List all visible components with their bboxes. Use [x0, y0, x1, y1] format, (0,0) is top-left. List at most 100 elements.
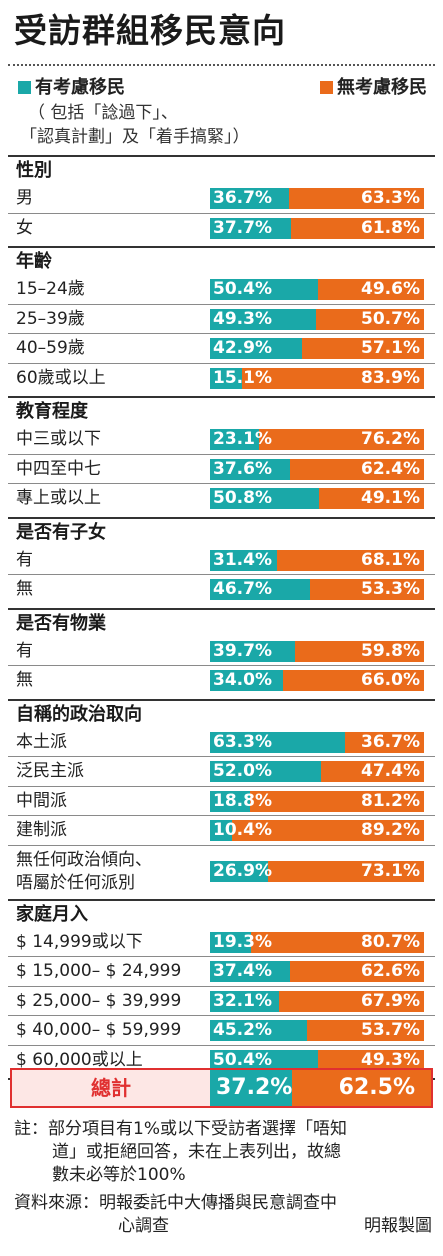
bar-no-segment: [302, 338, 424, 359]
row-label: $ 25,000– $ 39,999: [16, 990, 182, 1011]
chart-title: 受訪群組移民意向: [14, 11, 286, 50]
row-label: 無任何政治傾向、: [16, 849, 152, 870]
bar-yes-segment: [210, 579, 310, 600]
group-title: 年齡: [16, 251, 52, 272]
bar-yes-segment: [210, 931, 251, 953]
value-label-yes: 31.4%: [213, 549, 272, 570]
bar-yes-segment: [210, 820, 232, 841]
total-value-no: 62.5%: [338, 1075, 415, 1100]
total-bar-no-segment: [292, 1070, 431, 1106]
row-label: 有: [16, 549, 33, 570]
legend-swatch-no: [320, 81, 333, 94]
value-label-no: 89.2%: [361, 820, 420, 840]
bar-row: 34.0% 66.0%: [210, 670, 424, 691]
group-divider: [8, 516, 435, 519]
source-line2: 心調查: [118, 1216, 169, 1236]
row-divider: [8, 815, 435, 816]
bar-no-segment: [319, 488, 424, 509]
value-label-yes: 63.3%: [213, 731, 272, 752]
value-label-yes: 37.4%: [213, 961, 272, 981]
value-label-no: 62.4%: [361, 458, 420, 479]
value-label-no: 49.1%: [361, 488, 420, 508]
group-title: 是否有物業: [16, 612, 106, 634]
bar-row: 50.4% 49.3%: [210, 1049, 424, 1071]
bar-yes-segment: [210, 458, 290, 480]
value-label-yes: 36.7%: [213, 188, 272, 208]
row-label-line2: 唔屬於任何派別: [16, 872, 135, 893]
row-label: 中四至中七: [16, 458, 101, 479]
row-divider: [8, 844, 435, 846]
bar-yes-segment: [210, 1020, 307, 1041]
bar-row: 37.7% 61.8%: [210, 217, 424, 239]
graphic-credit: 明報製圖: [364, 1216, 432, 1236]
row-label: 中間派: [16, 790, 67, 811]
group-divider: [8, 396, 435, 398]
row-label: $ 15,000– $ 24,999: [16, 961, 182, 981]
group-title: 性別: [16, 160, 52, 181]
footnote-line2: 道」或拒絕回答，未在上表列出，故總: [52, 1142, 341, 1162]
value-label-no: 63.3%: [361, 188, 420, 208]
row-divider: [8, 985, 435, 987]
legend-swatch-yes: [18, 81, 31, 94]
value-label-yes: 50.8%: [213, 488, 272, 508]
bar-yes-segment: [210, 338, 302, 359]
row-label: 無: [16, 579, 33, 599]
bar-no-segment: [251, 931, 424, 953]
row-divider: [8, 333, 435, 334]
row-label: 男: [16, 188, 33, 208]
bar-row: 50.8% 49.1%: [210, 488, 424, 509]
legend-yes: 有考慮移民: [18, 76, 125, 100]
bar-row: 39.7% 59.8%: [210, 640, 424, 662]
value-label-yes: 45.2%: [213, 1020, 272, 1040]
bar-row: 45.2% 53.7%: [210, 1020, 424, 1041]
total-bar: 37.2% 62.5%: [210, 1070, 431, 1106]
row-label: 15–24歲: [16, 279, 85, 299]
bar-no-segment: [318, 279, 424, 300]
bar-row: 26.9% 73.1%: [210, 860, 424, 882]
bar-row: 37.6% 62.4%: [210, 458, 424, 480]
row-label: 25–39歲: [16, 308, 85, 329]
bar-row: 31.4% 68.1%: [210, 549, 424, 571]
bar-row: 32.1% 67.9%: [210, 990, 424, 1012]
bar-no-segment: [290, 961, 424, 982]
bar-yes-segment: [210, 961, 290, 982]
bar-no-segment: [321, 761, 424, 782]
source-line1: 資料來源：明報委託中大傳播與民意調查中: [14, 1193, 337, 1213]
value-label-yes: 19.3%: [213, 931, 272, 952]
bar-yes-segment: [210, 990, 279, 1012]
bar-no-segment: [291, 217, 424, 239]
value-label-yes: 52.0%: [213, 761, 272, 781]
bar-no-segment: [268, 860, 424, 882]
bar-no-segment: [345, 731, 424, 753]
footnote-line1: 註：部分項目有1%或以下受訪者選擇「唔知: [14, 1119, 347, 1139]
legend-yes-label: 有考慮移民: [35, 77, 125, 98]
bar-yes-segment: [210, 549, 277, 571]
row-label: 60歲或以上: [16, 367, 106, 388]
row-divider: [8, 1015, 435, 1016]
value-label-no: 53.3%: [361, 579, 420, 599]
value-label-yes: 15.1%: [213, 367, 272, 388]
value-label-yes: 50.4%: [213, 279, 272, 299]
value-label-yes: 10.4%: [213, 820, 272, 840]
bar-row: 37.4% 62.6%: [210, 961, 424, 982]
value-label-no: 49.3%: [361, 1049, 420, 1070]
bar-no-segment: [295, 640, 424, 662]
bar-row: 42.9% 57.1%: [210, 338, 424, 359]
row-divider: [8, 453, 435, 455]
bar-no-segment: [318, 1049, 424, 1071]
group-title: 家庭月入: [16, 903, 88, 925]
legend-no: 無考慮移民: [320, 76, 427, 100]
footnote: 註：部分項目有1%或以下受訪者選擇「唔知 道」或拒絕回答，未在上表列出，故總 數…: [14, 1118, 434, 1187]
value-label-yes: 39.7%: [213, 640, 272, 661]
value-label-no: 62.6%: [361, 961, 420, 981]
source: 資料來源：明報委託中大傳播與民意調查中 心調查 明報製圖: [14, 1192, 434, 1238]
bar-yes-segment: [210, 188, 289, 209]
legend-note-line2: 「認真計劃」及「着手搞緊」）: [20, 127, 250, 147]
bar-yes-segment: [210, 279, 318, 300]
bar-yes-segment: [210, 640, 295, 662]
value-label-yes: 32.1%: [213, 990, 272, 1011]
group-divider: [8, 698, 435, 701]
row-label: 本土派: [16, 731, 67, 752]
value-label-yes: 50.4%: [213, 1049, 272, 1070]
bar-yes-segment: [210, 488, 319, 509]
